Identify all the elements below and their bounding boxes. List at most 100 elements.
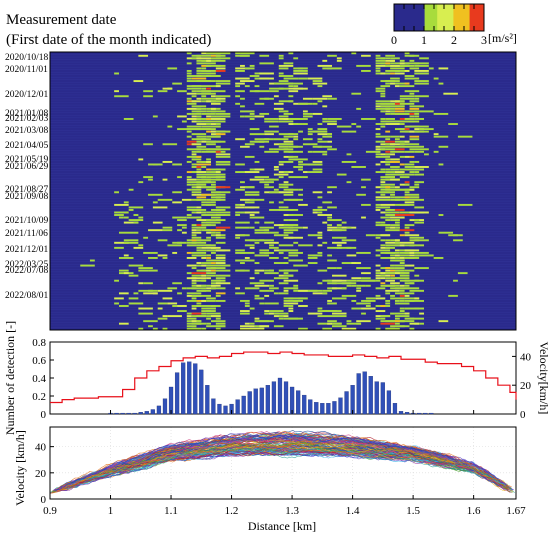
heatmap-cell bbox=[278, 87, 289, 90]
detection-bar bbox=[429, 412, 434, 415]
distance-xtick-label: 1.4 bbox=[346, 505, 360, 517]
heatmap-cell bbox=[433, 257, 444, 259]
velocity-frame bbox=[49, 426, 517, 500]
figure-title-line2: (First date of the month indicated) bbox=[6, 32, 211, 48]
heatmap-cell bbox=[215, 193, 226, 196]
heatmap-cell bbox=[385, 80, 400, 83]
heatmap-cell bbox=[215, 257, 226, 259]
heatmap-cell bbox=[278, 67, 289, 70]
heatmap-cell bbox=[244, 115, 255, 118]
heatmap-cell bbox=[157, 289, 173, 292]
heatmap-cell bbox=[414, 64, 429, 67]
heatmap-cell bbox=[375, 135, 391, 138]
heatmap-cell bbox=[404, 163, 415, 166]
heatmap-cell bbox=[210, 198, 226, 201]
heatmap-cell bbox=[196, 120, 211, 123]
heatmap-cell bbox=[327, 246, 342, 249]
date-tick-label: 2021/03/08 bbox=[5, 126, 49, 136]
heatmap-cell bbox=[210, 140, 226, 143]
heatmap-cell bbox=[390, 312, 395, 315]
heatmap-cell bbox=[404, 82, 410, 85]
heatmap-cell bbox=[298, 193, 303, 196]
heatmap-cell bbox=[259, 72, 274, 75]
heatmap-cell bbox=[240, 269, 245, 272]
heatmap-cell bbox=[235, 249, 245, 252]
heatmap-cell bbox=[327, 206, 337, 209]
heatmap-cell bbox=[196, 315, 207, 318]
heatmap-cell bbox=[254, 160, 260, 163]
heatmap-cell bbox=[288, 305, 294, 307]
heatmap-cell bbox=[215, 236, 226, 239]
heatmap-cell bbox=[186, 125, 202, 128]
heatmap-cell bbox=[399, 97, 410, 100]
heatmap-cell bbox=[351, 299, 357, 302]
heatmap-cell bbox=[244, 67, 255, 70]
heatmap-cell bbox=[210, 224, 216, 227]
heatmap-cell bbox=[254, 294, 260, 297]
heatmap-cell bbox=[172, 191, 182, 194]
heatmap-cell bbox=[235, 90, 245, 93]
heatmap-cell bbox=[206, 69, 221, 72]
heatmap-cell bbox=[196, 239, 211, 242]
heatmap-cell bbox=[438, 320, 449, 323]
colorbar-unit: [m/s²] bbox=[488, 31, 517, 45]
heatmap-cell bbox=[215, 100, 226, 103]
heatmap-cell bbox=[341, 294, 357, 297]
heatmap-cell bbox=[327, 219, 342, 222]
heatmap-cell bbox=[283, 62, 294, 65]
heatmap-cell bbox=[181, 231, 187, 234]
heatmap-cell bbox=[390, 67, 405, 70]
heatmap-cell bbox=[404, 279, 420, 282]
detection-bar bbox=[187, 361, 192, 415]
heatmap-cell bbox=[259, 145, 265, 148]
heatmap-cell bbox=[394, 105, 400, 108]
heatmap-cell bbox=[327, 133, 333, 136]
heatmap-cell bbox=[312, 208, 328, 211]
detection-bar bbox=[150, 409, 155, 415]
heatmap-cell bbox=[215, 120, 226, 123]
heatmap-cell bbox=[327, 254, 333, 257]
velocity-trace bbox=[65, 450, 509, 490]
heatmap-cell bbox=[404, 231, 410, 234]
heatmap-cell bbox=[201, 87, 207, 90]
heatmap-cell bbox=[390, 135, 400, 138]
heatmap-cell bbox=[346, 226, 352, 229]
heatmap-cell bbox=[380, 277, 386, 280]
heatmap-cell bbox=[259, 62, 274, 65]
detection-bar bbox=[205, 385, 210, 415]
heatmap-cell bbox=[385, 140, 395, 143]
heatmap-cell bbox=[269, 82, 279, 85]
heatmap-cell bbox=[215, 115, 231, 118]
heatmap-cell bbox=[133, 214, 139, 216]
heatmap-cell bbox=[298, 188, 303, 191]
heatmap-cell bbox=[114, 211, 129, 214]
heatmap-cell bbox=[399, 307, 405, 310]
heatmap-cell bbox=[453, 279, 458, 282]
heatmap-cell bbox=[298, 77, 308, 80]
heatmap-cell bbox=[385, 246, 395, 249]
heatmap-cell bbox=[196, 57, 211, 60]
heatmap-cell bbox=[298, 163, 313, 166]
heatmap-cell bbox=[133, 292, 139, 295]
heatmap-cell bbox=[206, 75, 221, 77]
heatmap-cell bbox=[215, 133, 226, 136]
heatmap-cell bbox=[196, 320, 202, 323]
heatmap-cell bbox=[240, 110, 255, 113]
heatmap-cell bbox=[390, 123, 400, 125]
heatmap-cell bbox=[414, 219, 420, 222]
heatmap-cell bbox=[235, 77, 250, 80]
heatmap-cell bbox=[269, 120, 279, 123]
detection-bar bbox=[296, 390, 301, 415]
heatmap-cell bbox=[322, 145, 333, 148]
heatmap-cell bbox=[302, 176, 308, 179]
heatmap-cell bbox=[152, 163, 158, 166]
heatmap-cell bbox=[167, 67, 178, 70]
heatmap-cell bbox=[317, 282, 323, 285]
velocity-panel: 0 20 40 0.9 1 1.1 1.2 1.3 1.4 1.5 1.6 1.67 bbox=[35, 426, 526, 517]
heatmap-cell bbox=[206, 90, 211, 93]
heatmap-cell bbox=[259, 226, 274, 229]
heatmap-cell bbox=[152, 115, 158, 118]
heatmap-cell bbox=[206, 257, 211, 259]
heatmap-cell bbox=[240, 145, 250, 148]
heatmap-cell bbox=[390, 158, 400, 161]
